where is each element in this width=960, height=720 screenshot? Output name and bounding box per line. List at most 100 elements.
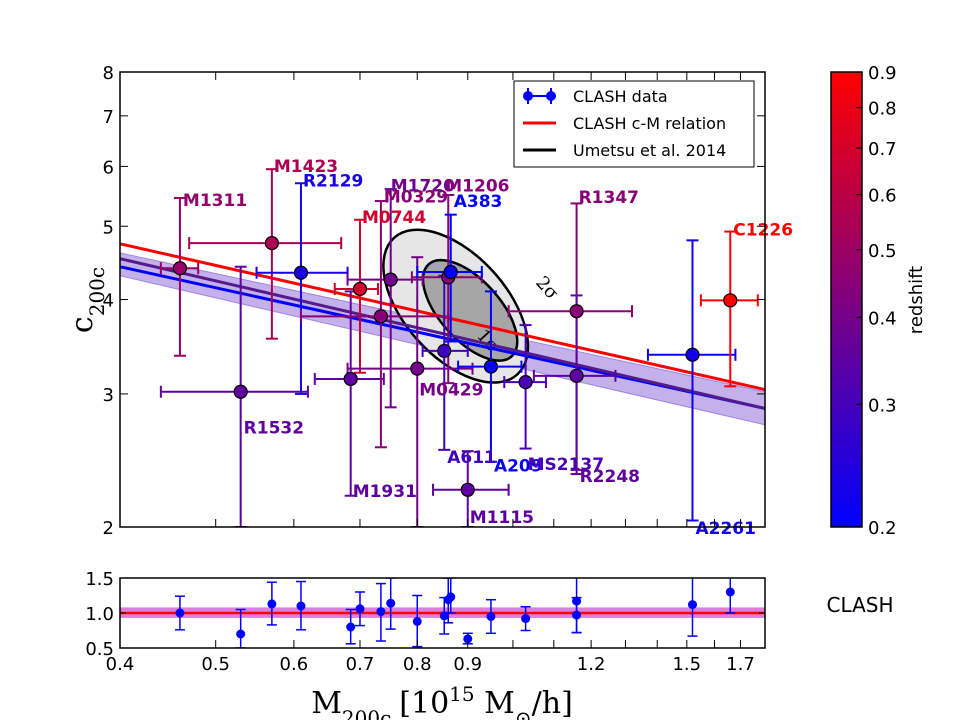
data-point-m0744 — [352, 281, 368, 297]
y-tick-label: 7 — [103, 107, 114, 128]
colorbar-tick-label: 0.9 — [868, 63, 897, 84]
y-tick-label: 3 — [103, 385, 114, 406]
ratio-point — [446, 592, 456, 602]
ratio-point — [386, 598, 396, 608]
ratio-point — [463, 634, 473, 644]
purple-fit-line — [120, 257, 765, 410]
point-label-m0429: M0429 — [419, 381, 483, 401]
legend-marker — [546, 91, 556, 101]
point-label-m1206: M1206 — [445, 176, 509, 196]
point-label-a383: A383 — [454, 192, 503, 212]
colorbar-label: redshift — [906, 266, 927, 334]
colorbar-tick-label: 0.2 — [868, 518, 897, 539]
y-tick-label: 5 — [103, 217, 114, 238]
ratio-point — [346, 622, 356, 632]
y-tick-label: 6 — [103, 157, 114, 178]
data-point-a2261 — [685, 347, 700, 362]
contour-2sigma-label: 2σ — [531, 272, 562, 304]
point-label-a2261: A2261 — [695, 519, 755, 539]
x-tick-label: 0.4 — [106, 654, 135, 675]
data-point-m1115 — [460, 482, 475, 497]
ratio-y-tick-label: 1.0 — [85, 604, 114, 625]
ratio-point — [486, 612, 496, 621]
x-tick-label: 0.8 — [403, 654, 432, 675]
colorbar-tick-label: 0.6 — [868, 186, 897, 207]
data-point-ms2137 — [518, 375, 533, 390]
point-label-a209: A209 — [494, 457, 543, 477]
data-point-a383 — [443, 264, 458, 280]
point-label-m1311: M1311 — [183, 191, 247, 211]
y-tick-label: 8 — [103, 63, 114, 84]
colorbar-tick-label: 0.3 — [868, 395, 897, 416]
point-label-r1347: R1347 — [579, 188, 639, 208]
legend: CLASH data CLASH c-M relation Umetsu et al… — [513, 80, 755, 168]
ratio-point — [175, 608, 185, 618]
data-point-m0329 — [373, 309, 389, 324]
data-point-m1931 — [343, 371, 358, 387]
data-point-m1720 — [383, 272, 398, 287]
ratio-point — [572, 610, 582, 620]
colorbar-tick-label: 0.5 — [868, 241, 897, 262]
x-tick-label: 0.7 — [346, 654, 375, 675]
ratio-point — [725, 587, 735, 597]
data-point-m1423 — [264, 235, 279, 251]
ratio-errorbar — [235, 608, 246, 648]
y-axis-label: c200c — [65, 267, 109, 333]
colorbar-tick-label: 0.7 — [868, 139, 897, 160]
ratio-plot-axes: 0.51.01.50.4 0.5 0.6 0.7 0.8 0.9 1.2 1.5 1.7 — [85, 569, 766, 675]
point-label-c1226: C1226 — [733, 220, 793, 240]
colorbar-tick-label: 0.4 — [868, 308, 897, 329]
ratio-point — [267, 599, 277, 609]
x-tick-label: 0.9 — [453, 654, 482, 675]
data-point-r1532 — [233, 384, 248, 399]
point-label-r2129: R2129 — [303, 172, 363, 192]
ratio-point — [412, 616, 422, 626]
data-point-m0429 — [410, 361, 425, 376]
x-axis-label: M200c [1015 M⊙/h] — [311, 682, 573, 720]
colorbar-gradient — [830, 71, 863, 528]
axis-titles: c200c M200c [1015 M⊙/h] CLASH — [65, 267, 893, 720]
ratio-point — [572, 596, 582, 606]
point-label-m1115: M1115 — [470, 508, 534, 528]
point-label-r1532: R1532 — [244, 419, 304, 439]
x-tick-label: 1.5 — [672, 654, 701, 675]
main-plot-axes: 2 3 4 5 6 7 8 — [103, 63, 766, 539]
ratio-point — [296, 601, 306, 611]
x-tick-label: 1.7 — [726, 654, 755, 675]
data-point-r2248 — [569, 368, 584, 383]
legend-marker — [523, 91, 533, 101]
ratio-point — [687, 600, 697, 610]
point-label-m0744: M0744 — [362, 208, 426, 228]
point-label-m0329: M0329 — [384, 187, 448, 207]
point-label-a611: A611 — [447, 448, 496, 468]
redshift-colorbar: 0.2 0.3 0.4 0.5 0.6 0.7 0.8 0.9 redshift — [830, 63, 927, 539]
ratio-side-label: CLASH — [827, 593, 894, 617]
point-label-r2248: R2248 — [580, 467, 640, 487]
ratio-plot: 0.51.01.50.4 0.5 0.6 0.7 0.8 0.9 1.2 1.5 1.7 — [85, 569, 766, 675]
y-tick-label: 4 — [103, 291, 114, 312]
x-tick-label: 0.5 — [201, 654, 230, 675]
point-label-m1423: M1423 — [274, 157, 338, 177]
ratio-point — [439, 611, 449, 621]
legend-entry-label: CLASH data — [573, 87, 668, 106]
ratio-point — [376, 607, 386, 617]
legend-entry-label: Umetsu et al. 2014 — [573, 141, 726, 160]
x-tick-label: 1.2 — [577, 654, 606, 675]
ratio-plot-points — [175, 587, 735, 644]
legend-entry-label: CLASH c-M relation — [573, 114, 726, 133]
y-tick-label: 2 — [103, 518, 114, 539]
ratio-point — [521, 614, 531, 624]
point-label-m1931: M1931 — [353, 482, 417, 502]
ratio-point — [355, 604, 365, 614]
data-point-m1311 — [172, 261, 188, 276]
errorbar-c1226 — [699, 230, 759, 388]
ratio-y-tick-label: 0.5 — [85, 639, 114, 660]
data-point-a209 — [483, 359, 499, 374]
point-label-m1720: M1720 — [391, 177, 455, 197]
colorbar-tick-label: 0.8 — [868, 99, 897, 120]
main-plot-points — [172, 235, 738, 497]
